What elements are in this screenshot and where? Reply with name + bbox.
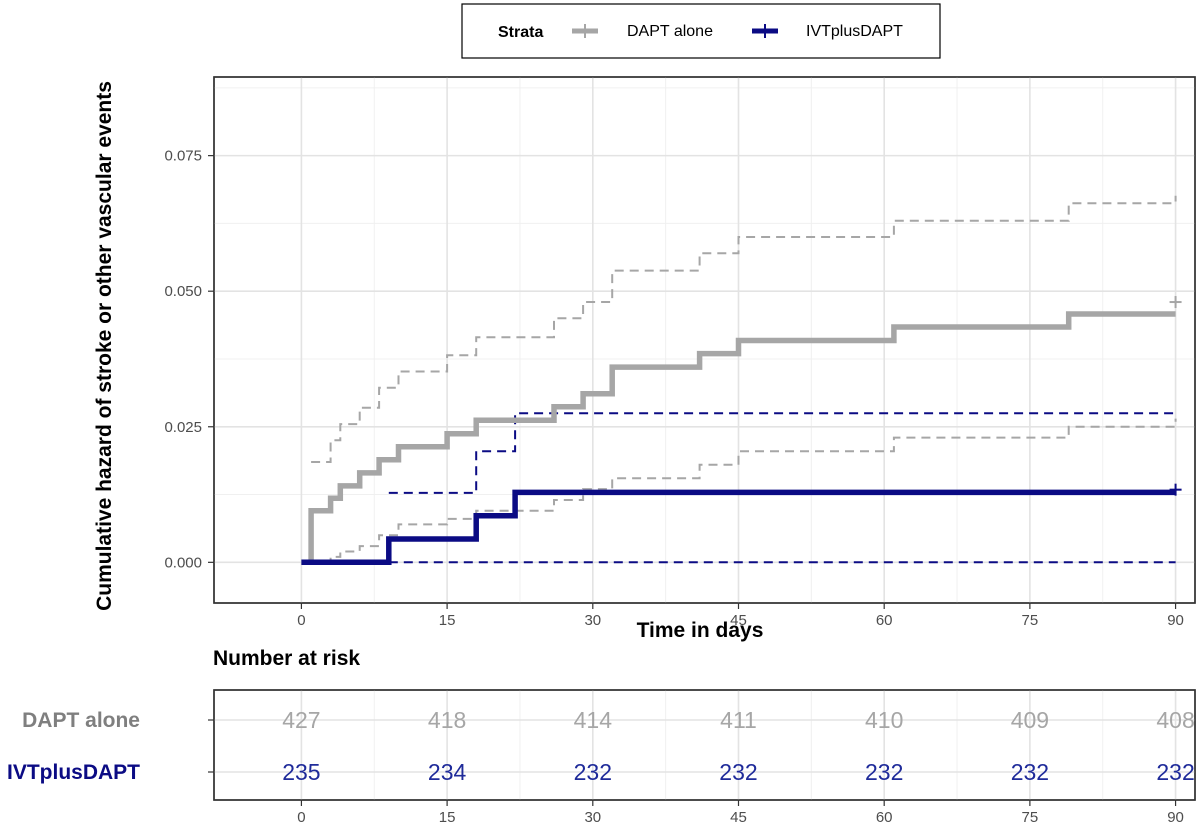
- x-tick-label: 90: [1167, 612, 1184, 629]
- risk-x-tick-label: 15: [439, 809, 456, 826]
- x-tick-label: 0: [297, 612, 305, 629]
- plot-frame: [213, 76, 1196, 604]
- risk-x-tick-label: 45: [730, 809, 747, 826]
- y-tick-label: 0.050: [164, 283, 202, 300]
- upper-ci-dapt-alone: [311, 195, 1177, 463]
- legend-key-dapt-alone: [572, 24, 598, 38]
- legend-label-dapt-alone: DAPT alone: [627, 23, 713, 40]
- risk-value: 408: [1156, 707, 1194, 733]
- risk-row-label: DAPT alone: [22, 709, 140, 732]
- x-tick-label: 60: [876, 612, 893, 629]
- x-axis-ticks: 0 15 30 45 60 75 90: [297, 603, 1184, 629]
- risk-value: 232: [1156, 759, 1194, 785]
- x-tick-label: 15: [439, 612, 456, 629]
- risk-table: 427 418 414 411 410 409 408 235 234 232 232 232 232 2…: [7, 689, 1196, 826]
- legend-title: Strata: [498, 24, 543, 41]
- legend-key-ivtplusdapt: [752, 24, 778, 38]
- risk-value: 232: [1011, 759, 1049, 785]
- y-tick-label: 0.025: [164, 419, 202, 436]
- risk-value: 409: [1011, 707, 1049, 733]
- y-axis-title: Cumulative hazard of stroke or other vas…: [93, 81, 116, 611]
- risk-value: 427: [282, 707, 320, 733]
- y-axis-ticks: 0.000 0.025 0.050 0.075: [164, 148, 214, 571]
- risk-value: 234: [428, 759, 467, 785]
- plot-panel: 0 15 30 45 60 75 90 0.000 0.025 0.050 0.075: [164, 76, 1196, 629]
- x-tick-label: 45: [730, 612, 747, 629]
- risk-table-grid: [214, 690, 1195, 800]
- risk-value: 232: [865, 759, 903, 785]
- risk-row-label: IVTplusDAPT: [7, 761, 140, 784]
- risk-value: 418: [428, 707, 466, 733]
- risk-value: 232: [719, 759, 757, 785]
- risk-table-border: [213, 689, 1196, 801]
- risk-x-tick-label: 0: [297, 809, 305, 826]
- x-tick-label: 75: [1022, 612, 1039, 629]
- risk-value: 414: [574, 707, 613, 733]
- upper-ci-ivtplusdapt: [388, 412, 1176, 494]
- legend-label-ivtplusdapt: IVTplusDAPT: [806, 23, 903, 40]
- estimate-line-dapt-alone: [301, 311, 1176, 566]
- y-tick-label: 0.000: [164, 554, 202, 571]
- x-axis-title: Time in days: [637, 619, 764, 642]
- risk-value: 232: [574, 759, 612, 785]
- risk-x-tick-label: 75: [1022, 809, 1039, 826]
- censor-mark-ivtplusdapt: [1169, 483, 1182, 496]
- risk-table-frame: [213, 689, 1196, 801]
- estimate-line-ivtplusdapt: [301, 489, 1176, 566]
- risk-table-title: Number at risk: [213, 647, 360, 670]
- risk-value: 410: [865, 707, 903, 733]
- risk-x-tick-label: 60: [876, 809, 893, 826]
- legend-box: [461, 3, 941, 59]
- risk-table-values: 427 418 414 411 410 409 408 235 234 232 232 232 232 2…: [282, 707, 1195, 785]
- risk-x-tick-label: 30: [584, 809, 601, 826]
- risk-table-axis: DAPT alone IVTplusDAPT 0 15 30 45 60 75 90: [7, 709, 1184, 826]
- series-layer: [301, 195, 1182, 566]
- censor-mark-dapt-alone: [1169, 296, 1182, 309]
- lower-ci-dapt-alone: [311, 418, 1177, 564]
- y-tick-label: 0.075: [164, 148, 202, 165]
- x-tick-label: 30: [584, 612, 601, 629]
- legend: Strata DAPT alone IVTplusDAPT: [461, 3, 941, 59]
- risk-x-tick-label: 90: [1167, 809, 1184, 826]
- risk-value: 235: [282, 759, 320, 785]
- risk-value: 411: [720, 707, 757, 733]
